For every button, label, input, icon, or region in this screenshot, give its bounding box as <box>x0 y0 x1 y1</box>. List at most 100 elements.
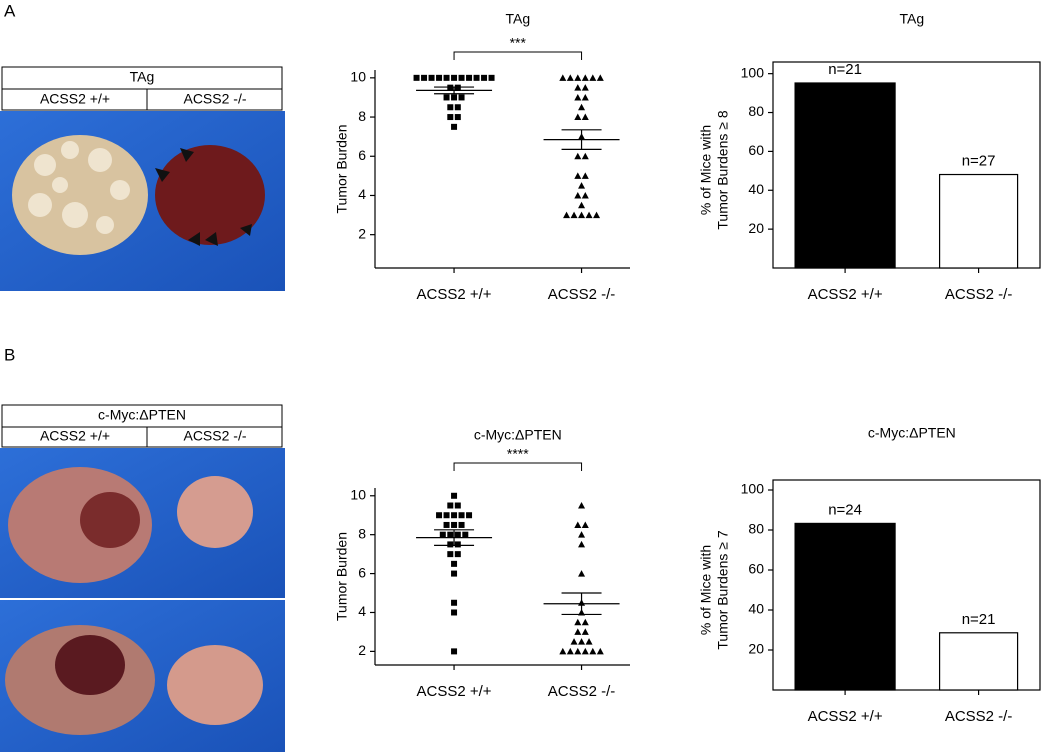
data-point <box>574 84 582 91</box>
data-point <box>458 94 465 101</box>
data-point <box>454 531 461 538</box>
data-point <box>447 104 454 111</box>
data-point <box>574 152 582 160</box>
data-point <box>574 618 582 626</box>
data-point <box>454 104 461 111</box>
data-point <box>443 521 450 528</box>
bar <box>794 82 896 269</box>
x-tick-label: ACSS2 -/- <box>548 683 616 700</box>
bar <box>938 173 1019 269</box>
data-point <box>563 211 571 219</box>
data-point <box>581 84 589 91</box>
liver-lobe <box>55 635 125 695</box>
y-tick-label: 6 <box>358 147 366 163</box>
photo-column: ACSS2 +/+ <box>40 91 110 107</box>
data-point <box>454 551 461 558</box>
data-point <box>574 113 582 121</box>
significance-bracket <box>453 51 583 60</box>
y-tick-label: 40 <box>748 601 764 617</box>
data-point <box>447 502 454 509</box>
data-point <box>451 94 458 101</box>
y-tick-label: 40 <box>748 181 764 197</box>
data-point <box>488 74 495 81</box>
data-point <box>574 74 582 81</box>
data-point <box>443 94 450 101</box>
data-point <box>581 93 589 101</box>
data-point <box>473 74 480 81</box>
data-point <box>566 647 574 655</box>
data-point <box>581 191 589 199</box>
data-point <box>581 647 589 655</box>
data-point <box>581 74 589 81</box>
data-point <box>566 74 574 81</box>
bar-annotation: n=24 <box>828 501 862 518</box>
data-point <box>466 512 473 519</box>
data-point <box>451 74 458 81</box>
y-axis-label: % of Mice with <box>698 125 714 215</box>
data-point <box>574 93 582 101</box>
data-point <box>578 570 586 577</box>
y-tick-label: 10 <box>350 69 366 85</box>
data-point <box>593 211 601 219</box>
data-point <box>451 492 458 499</box>
data-point <box>574 521 582 528</box>
data-point <box>578 540 586 548</box>
x-tick-label: ACSS2 +/+ <box>808 286 883 303</box>
data-point <box>462 531 469 538</box>
y-tick-label: 80 <box>748 103 764 119</box>
data-point <box>454 502 461 509</box>
data-point <box>585 211 593 219</box>
data-point <box>574 647 582 655</box>
panel-label: B <box>4 345 15 364</box>
data-point <box>458 74 465 81</box>
data-point <box>447 551 454 558</box>
data-point <box>447 114 454 121</box>
y-tick-label: 2 <box>358 642 366 658</box>
data-point <box>451 512 458 519</box>
data-point <box>454 114 461 121</box>
liver <box>167 645 263 725</box>
y-tick-label: 4 <box>358 186 366 202</box>
liver <box>155 145 265 245</box>
data-point <box>451 609 458 616</box>
bar <box>794 522 896 691</box>
data-point <box>559 74 567 81</box>
data-point <box>596 647 604 655</box>
data-point <box>574 628 582 635</box>
nodules <box>28 141 130 234</box>
y-tick-label: 8 <box>358 108 366 124</box>
plot-frame <box>772 479 1041 691</box>
data-point <box>458 512 465 519</box>
plot-frame <box>772 61 1041 269</box>
data-point <box>458 521 465 528</box>
data-point <box>581 521 589 528</box>
data-point <box>451 648 458 655</box>
bar <box>938 632 1019 691</box>
x-tick-label: ACSS2 +/+ <box>417 683 492 700</box>
data-point <box>585 638 593 645</box>
chart-title: c-Myc:ΔPTEN <box>474 427 562 443</box>
data-point <box>447 531 454 538</box>
photo-panel: TAg ACSS2 +/+ ACSS2 -/- <box>0 66 285 291</box>
y-tick-label: 60 <box>748 142 764 158</box>
bar-annotation: n=27 <box>962 152 996 169</box>
y-tick-label: 100 <box>741 481 765 497</box>
header-box <box>1 426 283 448</box>
data-point <box>578 201 586 209</box>
photo-column: ACSS2 +/+ <box>40 428 110 444</box>
data-point <box>443 74 450 81</box>
y-axis-label: Tumor Burden <box>334 532 350 621</box>
data-point <box>421 74 428 81</box>
significance-bracket <box>453 462 583 471</box>
data-point <box>447 541 454 548</box>
data-point <box>454 541 461 548</box>
y-tick-label: 20 <box>748 641 764 657</box>
panel-label: A <box>4 1 16 20</box>
data-point <box>559 647 567 655</box>
bar-annotation: n=21 <box>828 61 862 78</box>
data-point <box>451 560 458 567</box>
data-point <box>436 512 443 519</box>
significance-label: **** <box>507 446 529 462</box>
data-point <box>574 191 582 199</box>
data-point <box>581 618 589 626</box>
